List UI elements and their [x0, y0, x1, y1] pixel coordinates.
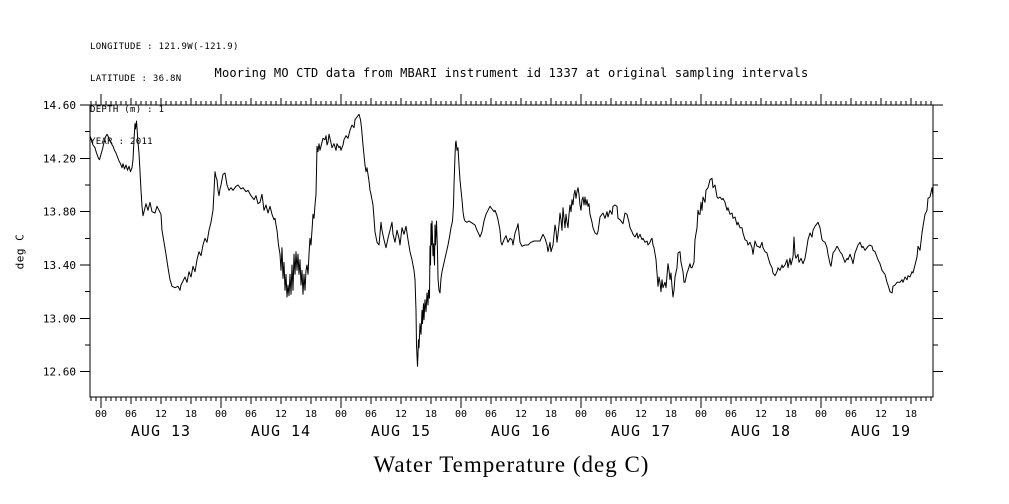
temperature-line [89, 113, 934, 367]
y-tick-label: 13.40 [43, 259, 76, 272]
y-tick-label: 12.60 [43, 366, 76, 379]
x-hour-tick-label: 12 [875, 409, 887, 420]
x-hour-tick-label: 06 [365, 409, 377, 420]
x-hour-tick-label: 06 [485, 409, 497, 420]
x-hour-tick-label: 06 [605, 409, 617, 420]
x-day-label: AUG 19 [851, 422, 911, 440]
x-hour-tick-label: 12 [515, 409, 527, 420]
x-hour-tick-label: 00 [455, 409, 467, 420]
x-hour-tick-label: 12 [395, 409, 407, 420]
x-day-label: AUG 18 [731, 422, 791, 440]
x-hour-tick-label: 00 [695, 409, 707, 420]
axis-ticks [80, 94, 943, 408]
station-metadata: LONGITUDE : 121.9W(-121.9) LATITUDE : 36… [90, 21, 239, 168]
y-tick-label: 14.60 [43, 99, 76, 112]
x-hour-tick-label: 12 [755, 409, 767, 420]
x-day-label: AUG 14 [251, 422, 311, 440]
y-tick-label: 14.20 [43, 152, 76, 165]
x-hour-tick-label: 12 [635, 409, 647, 420]
x-hour-tick-label: 18 [785, 409, 797, 420]
x-day-label: AUG 17 [611, 422, 671, 440]
x-hour-tick-label: 06 [845, 409, 857, 420]
x-hour-tick-label: 18 [305, 409, 317, 420]
x-hour-tick-label: 06 [725, 409, 737, 420]
y-tick-label: 13.00 [43, 312, 76, 325]
x-hour-tick-label: 06 [245, 409, 257, 420]
x-hour-tick-label: 00 [95, 409, 107, 420]
y-tick-label: 13.80 [43, 206, 76, 219]
metadata-longitude: LONGITUDE : 121.9W(-121.9) [90, 42, 239, 52]
axis-tick-labels: 00 06 12 18 AUG 13 00 06 12 18 AUG 14 00 06 12 18 AUG … [43, 99, 917, 440]
x-hour-tick-label: 12 [275, 409, 287, 420]
x-hour-tick-label: 18 [185, 409, 197, 420]
x-hour-tick-label: 00 [335, 409, 347, 420]
x-hour-tick-label: 18 [545, 409, 557, 420]
metadata-year: YEAR : 2011 [90, 136, 153, 147]
x-hour-tick-label: 00 [215, 409, 227, 420]
x-hour-tick-label: 00 [815, 409, 827, 420]
x-hour-tick-label: 18 [905, 409, 917, 420]
chart-title: Mooring MO CTD data from MBARI instrumen… [214, 66, 809, 80]
x-axis-title: Water Temperature (deg C) [373, 452, 650, 477]
x-hour-tick-label: 12 [155, 409, 167, 420]
x-hour-tick-label: 06 [125, 409, 137, 420]
metadata-depth: DEPTH (m) : 1 [90, 105, 165, 115]
metadata-latitude: LATITUDE : 36.8N [90, 73, 182, 84]
x-hour-tick-label: 18 [425, 409, 437, 420]
x-day-label: AUG 15 [371, 422, 431, 440]
x-day-label: AUG 13 [131, 422, 191, 440]
x-hour-tick-label: 00 [575, 409, 587, 420]
x-day-label: AUG 16 [491, 422, 551, 440]
x-hour-tick-label: 18 [665, 409, 677, 420]
